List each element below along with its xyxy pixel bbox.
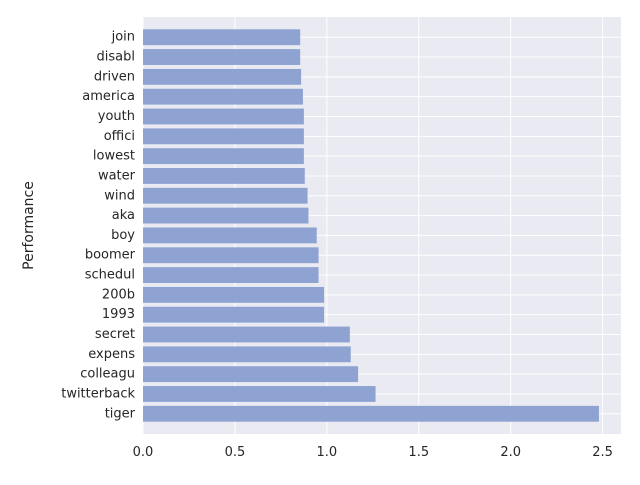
y-tick-label: join [111, 30, 135, 45]
bar-youth [143, 108, 304, 125]
y-tick-label: twitterback [61, 386, 135, 401]
bar-water [143, 168, 305, 184]
bar-tiger [143, 405, 599, 422]
bar-200b [143, 286, 325, 303]
x-tick-label: 1.0 [317, 445, 338, 460]
bar-lowest [143, 148, 304, 165]
bar-driven [143, 68, 302, 85]
y-tick-label: water [98, 168, 136, 183]
y-tick-label: colleagu [80, 367, 135, 382]
bar-disabl [143, 49, 301, 65]
x-tick-label: 0.0 [133, 445, 154, 460]
bar-boy [143, 227, 317, 244]
y-tick-label: driven [94, 69, 135, 84]
plot-area [143, 17, 621, 434]
y-tick-label: wind [104, 188, 135, 203]
y-tick-label: disabl [97, 50, 135, 65]
x-tick-label: 2.0 [500, 445, 521, 460]
bar-join [143, 29, 301, 46]
x-tick-labels: 0.0 0.5 1.0 1.5 2.0 2.5 [133, 445, 613, 460]
y-tick-label: offici [104, 129, 135, 144]
bar-schedul [143, 267, 319, 283]
bar-expens [143, 346, 351, 363]
bar-america [143, 88, 303, 105]
bar-wind [143, 187, 308, 204]
y-tick-label: 200b [102, 287, 135, 302]
bar-twitterback [143, 386, 376, 402]
bars [143, 29, 599, 422]
y-tick-label: secret [95, 327, 135, 342]
bar-1993 [143, 306, 325, 323]
y-tick-label: 1993 [102, 307, 135, 322]
bar-aka [143, 207, 309, 224]
y-tick-label: schedul [85, 268, 135, 283]
y-tick-label: boomer [85, 248, 136, 263]
y-tick-label: boy [111, 228, 135, 243]
y-tick-label: aka [112, 208, 135, 223]
y-tick-label: tiger [105, 406, 136, 421]
y-tick-label: america [82, 89, 135, 104]
y-tick-label: youth [98, 109, 135, 124]
y-tick-label: expens [88, 347, 135, 362]
x-tick-label: 2.5 [592, 445, 613, 460]
bar-boomer [143, 247, 319, 264]
bar-offici [143, 128, 304, 145]
bar-secret [143, 326, 350, 343]
x-tick-label: 1.5 [408, 445, 429, 460]
x-tick-label: 0.5 [225, 445, 246, 460]
y-tick-label: lowest [93, 149, 135, 164]
y-axis-label: Performance [21, 181, 37, 270]
y-tick-labels: tiger twitterback colleagu expens secret 1993… [61, 30, 135, 422]
bar-colleagu [143, 366, 359, 383]
